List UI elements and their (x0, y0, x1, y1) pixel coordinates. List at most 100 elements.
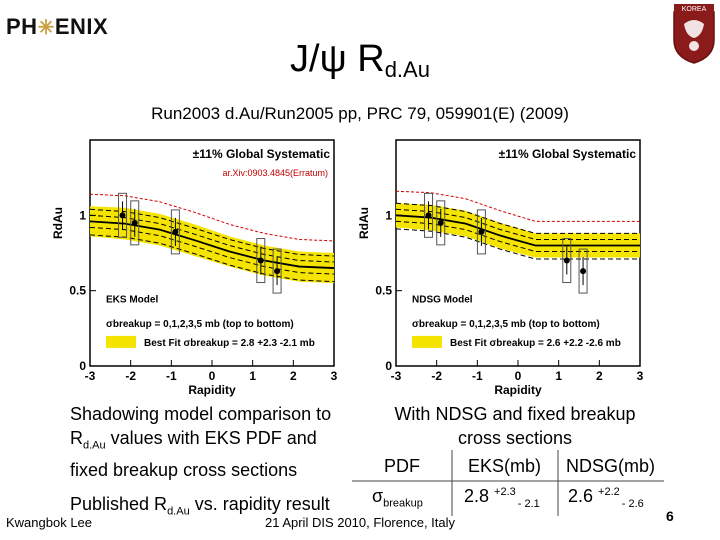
ndsg-model-chart: -3 -2 -1 0 1 2 3 0 0.5 1 Rapidity RdAu ±11% Global S… (357, 139, 644, 397)
caption-r-sub: d.Au (83, 439, 106, 452)
caption-left-line1: Shadowing model comparison to (70, 404, 332, 424)
syst-box (256, 238, 266, 284)
syst-box (578, 248, 588, 294)
caption-left-rest: values with EKS PDF and (105, 428, 317, 448)
best-fit-label: Best Fit σbreakup = 2.6 +2.2 -2.6 mb (450, 338, 621, 349)
data-point (437, 219, 444, 226)
y-axis-label: RdAu (51, 207, 65, 239)
x-tick-label: 3 (331, 369, 338, 383)
crest-text: KOREA (682, 6, 707, 13)
table-row-sigma-label: σbreakup (372, 486, 423, 510)
data-point (131, 219, 138, 226)
syst-box (436, 200, 446, 246)
eks-model-chart: -3 -2 -1 0 1 2 3 0 0.5 1 Rapidity RdAu ±11% Global S… (51, 139, 338, 397)
title-sub: d.Au (384, 57, 430, 82)
data-point (274, 268, 281, 275)
syst-box (272, 248, 282, 294)
published-sub: d.Au (167, 505, 190, 518)
x-tick-label: 0 (515, 369, 522, 383)
author: Kwangbok Lee (6, 515, 93, 530)
x-tick-label: 3 (637, 369, 644, 383)
x-tick-label: -2 (125, 369, 136, 383)
star-icon: ✳ (37, 17, 55, 39)
upper-limit-curve (395, 190, 640, 222)
caption-left-line2: Rd.Au values with EKS PDF and (70, 426, 360, 458)
x-tick-label: 1 (249, 369, 256, 383)
published-a: Published R (70, 494, 168, 514)
data-point (119, 212, 126, 219)
published-b: vs. rapidity result (189, 494, 330, 514)
table-header-eks: EKS(mb) (468, 456, 542, 476)
slide-title: J/ψ Rd.Au (0, 38, 720, 83)
page-number: 6 (666, 508, 674, 524)
caption-right: With NDSG and fixed breakup cross sectio… (380, 402, 650, 450)
data-point (172, 228, 179, 235)
best-fit-swatch (106, 335, 136, 348)
data-point (257, 257, 264, 264)
x-tick-label: -3 (85, 369, 96, 383)
caption-left-line3: fixed breakup cross sections (70, 459, 298, 480)
data-point (563, 257, 570, 264)
logo-text-left: PH (6, 14, 38, 39)
data-point (425, 212, 432, 219)
ndsg-upper: +2.2 (598, 486, 620, 498)
x-tick-label: -1 (472, 369, 483, 383)
published-note: Published Rd.Au vs. rapidity result (70, 494, 330, 518)
legend-line: σbreakup = 0,1,2,3,5 mb (top to bottom) (106, 319, 294, 330)
x-axis-label: Rapidity (494, 383, 542, 397)
syst-box (130, 200, 140, 246)
y-tick-label: 1 (385, 208, 392, 222)
y-tick-label: 0 (79, 359, 86, 373)
x-tick-label: -2 (431, 369, 442, 383)
syst-box (476, 209, 486, 255)
university-crest-icon: KOREA (673, 4, 715, 64)
global-systematic-label: ±11% Global Systematic (193, 147, 331, 161)
caption-right-line2: cross sections (457, 428, 573, 448)
y-axis-label: RdAu (357, 207, 371, 239)
upper-limit-curve (89, 193, 335, 242)
y-tick-label: 0 (385, 359, 392, 373)
x-tick-label: 0 (209, 369, 216, 383)
data-point (478, 228, 485, 235)
legend-line: σbreakup = 0,1,2,3,5 mb (top to bottom) (412, 319, 600, 330)
y-tick-label: 0.5 (69, 284, 86, 298)
sigma-sub: breakup (383, 497, 423, 510)
best-fit-band (396, 203, 640, 258)
x-tick-label: 2 (596, 369, 603, 383)
phenix-logo: PH✳ENIX (6, 14, 108, 40)
erratum-annotation: ar.Xiv:0903.4845(Erratum) (222, 168, 328, 178)
table-header-pdf: PDF (384, 456, 420, 476)
y-tick-label: 1 (79, 208, 86, 222)
eks-upper: +2.3 (494, 486, 516, 498)
eks-lower: - 2.1 (517, 497, 540, 510)
table-cell-eks: 2.8 +2.3- 2.1 (464, 486, 540, 510)
x-tick-label: -1 (166, 369, 177, 383)
syst-box (118, 192, 128, 238)
logo-text-right: ENIX (54, 14, 109, 39)
ndsg-value: 2.6 (568, 486, 594, 506)
eks-value: 2.8 (464, 486, 490, 506)
caption-right-line1: With NDSG and fixed breakup (394, 404, 636, 424)
title-main: J/ψ R (290, 38, 385, 80)
x-tick-label: -3 (391, 369, 402, 383)
caption-left: Shadowing model comparison to Rd.Au valu… (70, 402, 360, 482)
data-point (580, 268, 587, 275)
y-tick-label: 0.5 (375, 284, 392, 298)
table-grid (352, 450, 664, 516)
model-label: EKS Model (106, 295, 158, 306)
model-label: NDSG Model (412, 295, 473, 306)
global-systematic-label: ±11% Global Systematic (499, 147, 637, 161)
best-fit-swatch (412, 335, 442, 348)
sigma-symbol: σ (372, 486, 384, 506)
syst-box (424, 192, 434, 238)
slide-subtitle: Run2003 d.Au/Run2005 pp, PRC 79, 059901(… (151, 104, 569, 123)
conference: 21 April DIS 2010, Florence, Italy (264, 515, 456, 530)
ndsg-lower: - 2.6 (621, 497, 644, 510)
best-fit-label: Best Fit σbreakup = 2.8 +2.3 -2.1 mb (144, 338, 315, 349)
x-tick-label: 1 (555, 369, 562, 383)
x-tick-label: 2 (290, 369, 297, 383)
syst-box (170, 209, 180, 255)
caption-r: R (70, 428, 83, 448)
table-cell-ndsg: 2.6 +2.2- 2.6 (568, 486, 644, 510)
table-header-ndsg: NDSG(mb) (566, 456, 655, 476)
